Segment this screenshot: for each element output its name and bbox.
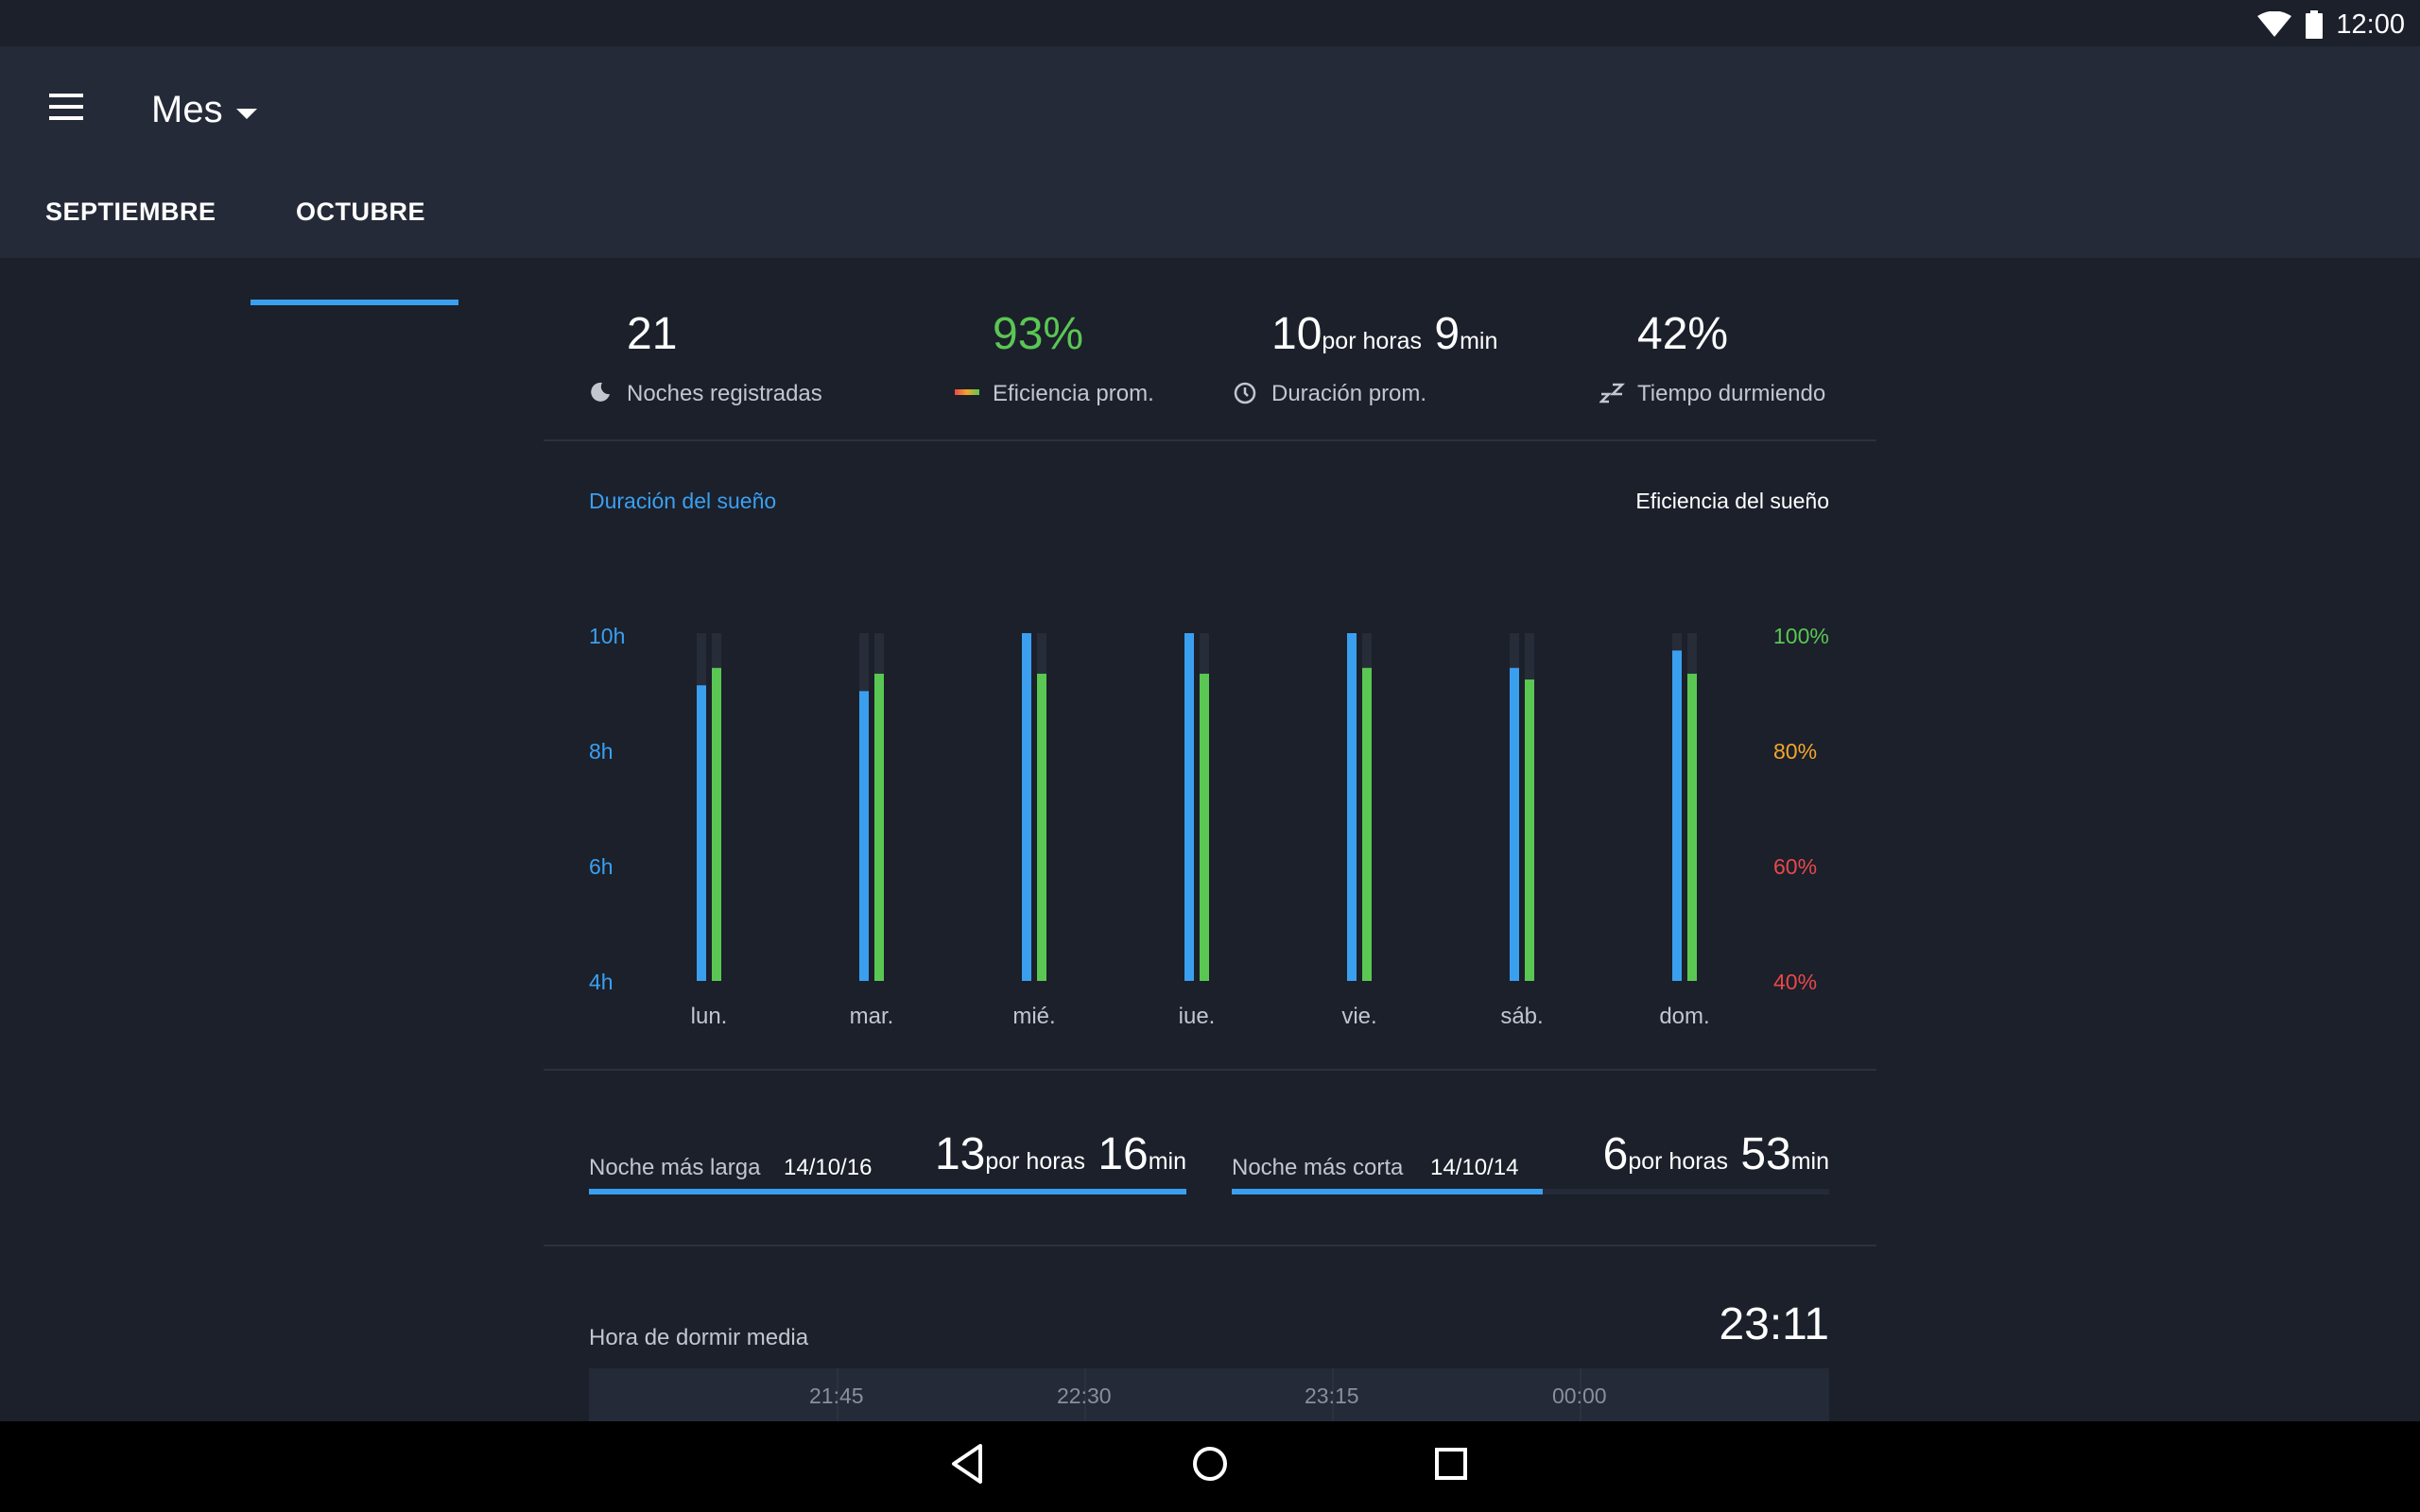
menu-icon[interactable] (49, 94, 87, 124)
navigation-bar (0, 1421, 2420, 1512)
asleep-label: Tiempo durmiendo (1637, 381, 1826, 406)
recents-icon[interactable] (1432, 1442, 1470, 1486)
divider (544, 1069, 1876, 1071)
day-label: vie. (1341, 1004, 1377, 1029)
timeline-tick: 23:15 (1305, 1383, 1359, 1408)
longest-night-bar (589, 1189, 1186, 1194)
divider (544, 439, 1876, 441)
bedtime-timeline: 21:45 22:30 23:15 00:00 (589, 1368, 1829, 1421)
home-icon[interactable] (1191, 1442, 1229, 1486)
duration-bar[interactable] (859, 691, 869, 981)
duration-bar[interactable] (1184, 633, 1194, 981)
duration-hours: 10 (1271, 309, 1322, 359)
summary-duration: 10por horas 9min (1271, 308, 1497, 360)
duration-bar[interactable] (1510, 667, 1519, 981)
summary-efficiency: 93% (993, 308, 1083, 360)
app-bar: Mes SEPTIEMBRE OCTUBRE (0, 46, 2420, 305)
timeline-tick: 00:00 (1552, 1383, 1607, 1408)
active-tab-indicator (251, 300, 458, 305)
left-axis-tick: 8h (589, 739, 614, 764)
day-label: iue. (1178, 1004, 1216, 1029)
status-bar: 12:00 (0, 0, 2420, 46)
efficiency-value: 93% (993, 309, 1084, 359)
longest-night-date: 14/10/16 (784, 1155, 873, 1180)
page-title: Mes (151, 89, 223, 130)
tab-efficiency-chart[interactable]: Eficiencia del sueño (1635, 489, 1829, 513)
day-label: sáb. (1500, 1004, 1544, 1029)
efficiency-bar[interactable] (1200, 673, 1209, 981)
duration-hours-unit: por horas (1322, 328, 1423, 354)
duration-label: Duración prom. (1271, 381, 1427, 406)
day-label: lun. (690, 1004, 728, 1029)
right-axis-tick: 100% (1773, 624, 1829, 648)
right-axis-tick: 80% (1773, 739, 1818, 764)
longest-night-value: 13por horas 16min (934, 1129, 1186, 1179)
duration-bar[interactable] (1347, 633, 1357, 981)
sleep-chart (697, 633, 1697, 981)
moon-icon (591, 382, 610, 402)
efficiency-bar[interactable] (1687, 673, 1697, 981)
right-axis-tick: 40% (1773, 970, 1818, 994)
efficiency-label: Eficiencia prom. (993, 381, 1154, 406)
bedtime-value: 23:11 (1719, 1299, 1829, 1349)
nights-label: Noches registradas (627, 381, 822, 406)
efficiency-bar[interactable] (1525, 679, 1534, 981)
efficiency-bar[interactable] (1362, 667, 1372, 981)
sleep-zzz-icon (1599, 383, 1626, 404)
nights-value: 21 (627, 309, 678, 359)
divider (544, 1245, 1876, 1246)
duration-minutes: 9 (1434, 309, 1461, 359)
tab-septiembre[interactable]: SEPTIEMBRE (45, 198, 216, 226)
back-icon[interactable] (948, 1442, 986, 1486)
battery-icon (2306, 10, 2323, 39)
efficiency-bar[interactable] (712, 667, 721, 981)
wifi-icon (2257, 11, 2291, 37)
caret-down-icon[interactable] (236, 109, 257, 120)
summary-nights: 21 (627, 308, 677, 360)
tab-octubre[interactable]: OCTUBRE (296, 198, 425, 226)
day-label: dom. (1659, 1004, 1710, 1029)
efficiency-gradient-icon (955, 389, 979, 395)
timeline-tick: 21:45 (809, 1383, 864, 1408)
status-time: 12:00 (2336, 9, 2405, 40)
duration-bar[interactable] (1672, 650, 1682, 981)
duration-minutes-unit: min (1460, 328, 1498, 354)
duration-bar[interactable] (1022, 633, 1031, 981)
day-label: mar. (849, 1004, 894, 1029)
tab-duration-chart[interactable]: Duración del sueño (589, 489, 777, 513)
bedtime-label: Hora de dormir media (589, 1325, 809, 1350)
left-axis-tick: 6h (589, 854, 614, 879)
shortest-night-bar (1232, 1189, 1543, 1194)
efficiency-bar[interactable] (874, 673, 884, 981)
shortest-night-label: Noche más corta (1232, 1155, 1404, 1180)
timeline-gridline (1332, 1368, 1334, 1421)
asleep-value: 42% (1637, 309, 1729, 359)
timeline-gridline (837, 1368, 838, 1421)
left-axis-tick: 10h (589, 624, 626, 648)
left-axis-tick: 4h (589, 970, 614, 994)
longest-night-label: Noche más larga (589, 1155, 761, 1180)
efficiency-bar[interactable] (1037, 673, 1046, 981)
day-label: mié. (1012, 1004, 1056, 1029)
right-axis-tick: 60% (1773, 854, 1818, 879)
clock-icon (1234, 382, 1256, 404)
duration-bar[interactable] (697, 685, 706, 981)
summary-asleep: 42% (1637, 308, 1728, 360)
shortest-night-value: 6por horas 53min (1602, 1129, 1829, 1179)
period-dropdown[interactable]: Mes (151, 89, 223, 131)
timeline-gridline (1580, 1368, 1582, 1421)
timeline-gridline (1084, 1368, 1086, 1421)
shortest-night-date: 14/10/14 (1430, 1155, 1519, 1180)
timeline-tick: 22:30 (1057, 1383, 1112, 1408)
